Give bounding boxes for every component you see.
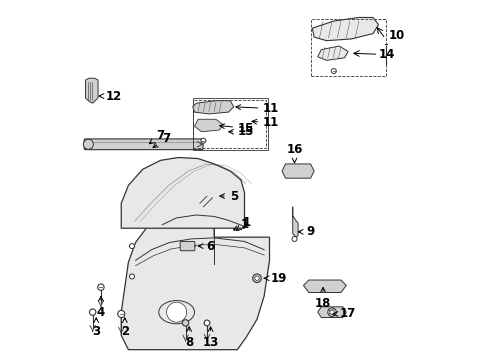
FancyBboxPatch shape xyxy=(180,242,194,251)
Text: 11: 11 xyxy=(235,102,279,115)
Circle shape xyxy=(201,138,205,143)
Polygon shape xyxy=(292,207,298,237)
Polygon shape xyxy=(317,46,347,60)
Text: 14: 14 xyxy=(378,48,394,61)
Text: 3: 3 xyxy=(92,318,100,338)
Polygon shape xyxy=(303,280,346,293)
Circle shape xyxy=(252,274,261,283)
Polygon shape xyxy=(312,18,378,41)
FancyBboxPatch shape xyxy=(84,139,203,150)
Circle shape xyxy=(98,284,104,291)
Text: 9: 9 xyxy=(298,225,314,238)
Circle shape xyxy=(166,302,186,322)
Circle shape xyxy=(89,309,96,315)
Text: 7: 7 xyxy=(153,132,170,148)
Text: 10: 10 xyxy=(388,29,405,42)
Text: 5: 5 xyxy=(219,190,238,203)
Circle shape xyxy=(203,320,209,326)
Bar xyxy=(192,100,265,148)
Text: 1: 1 xyxy=(236,216,250,230)
Circle shape xyxy=(182,320,188,326)
Text: 12: 12 xyxy=(99,90,122,103)
Circle shape xyxy=(118,310,124,318)
Text: 4: 4 xyxy=(97,296,105,319)
Text: 16: 16 xyxy=(286,143,302,163)
Text: 1: 1 xyxy=(233,218,248,231)
Bar xyxy=(192,98,267,150)
Text: 7: 7 xyxy=(149,129,164,144)
Text: 15: 15 xyxy=(219,122,254,135)
Text: 8: 8 xyxy=(184,327,193,349)
Polygon shape xyxy=(121,215,269,350)
Polygon shape xyxy=(317,307,346,318)
Circle shape xyxy=(83,139,93,149)
Text: 17: 17 xyxy=(332,307,355,320)
Circle shape xyxy=(329,310,333,314)
Polygon shape xyxy=(282,164,313,178)
Text: 18: 18 xyxy=(314,287,330,310)
Ellipse shape xyxy=(159,301,194,324)
Circle shape xyxy=(254,276,259,280)
Text: 13: 13 xyxy=(202,327,218,349)
Circle shape xyxy=(129,274,134,279)
Text: 6: 6 xyxy=(198,240,214,253)
Circle shape xyxy=(327,308,336,316)
Polygon shape xyxy=(85,78,98,103)
Text: 2: 2 xyxy=(121,318,129,338)
Polygon shape xyxy=(121,157,244,228)
Polygon shape xyxy=(194,119,223,132)
Circle shape xyxy=(129,244,134,249)
Polygon shape xyxy=(192,101,233,114)
Circle shape xyxy=(331,68,336,73)
Text: 19: 19 xyxy=(264,272,286,285)
Bar xyxy=(310,19,385,76)
Circle shape xyxy=(291,237,296,242)
Text: 11: 11 xyxy=(251,116,279,129)
Text: 15: 15 xyxy=(228,125,254,138)
